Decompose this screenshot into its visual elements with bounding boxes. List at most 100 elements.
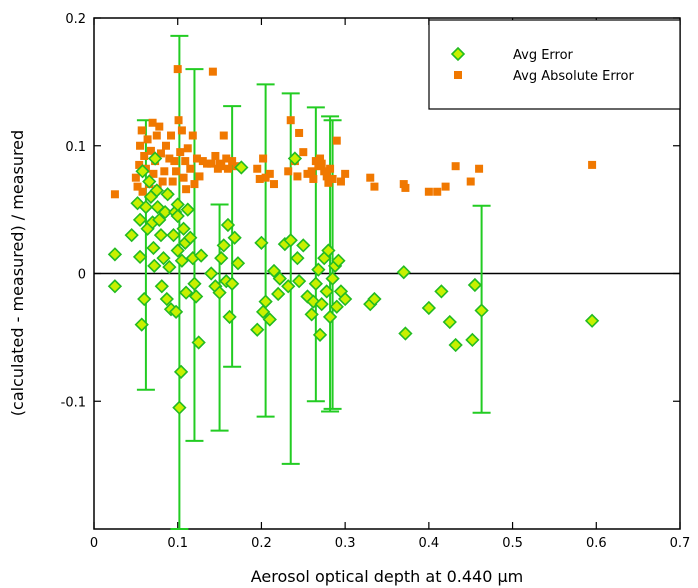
avg-absolute-error-point — [223, 164, 232, 173]
avg-error-point — [134, 317, 149, 332]
avg-absolute-error-point — [332, 136, 341, 145]
avg-absolute-error-point — [168, 177, 177, 186]
avg-error-point — [132, 249, 148, 265]
avg-absolute-error-point — [140, 151, 149, 160]
avg-absolute-error-point — [217, 162, 226, 171]
avg-error-point — [204, 266, 219, 281]
avg-error-point — [234, 160, 249, 175]
avg-absolute-error-point — [149, 169, 158, 178]
avg-error-point — [132, 212, 148, 227]
avg-error-point — [584, 313, 600, 328]
avg-error-point — [311, 262, 326, 277]
series-avg-error — [107, 151, 600, 415]
avg-error-point — [188, 289, 204, 304]
avg-absolute-error-point — [176, 148, 185, 157]
avg-error-point — [312, 327, 328, 342]
avg-absolute-error-point — [293, 172, 302, 181]
avg-absolute-error-point — [137, 126, 146, 135]
legend-marker-avg-error — [450, 46, 466, 62]
avg-absolute-error-point — [324, 178, 333, 187]
x-tick-label: 0.4 — [419, 536, 440, 551]
x-tick-label: 0.5 — [502, 536, 523, 551]
avg-error-point — [159, 291, 174, 307]
avg-absolute-error-point — [179, 173, 188, 182]
x-tick-label: 0.1 — [167, 536, 188, 551]
avg-absolute-error-point — [322, 172, 331, 181]
avg-absolute-error-point — [158, 177, 167, 186]
avg-error-point — [172, 400, 187, 415]
avg-error-point — [160, 187, 175, 202]
avg-absolute-error-point — [228, 157, 237, 166]
avg-absolute-error-point — [170, 157, 179, 166]
avg-absolute-error-point — [253, 164, 262, 173]
avg-absolute-error-point — [341, 169, 350, 178]
avg-absolute-error-point — [441, 182, 450, 191]
avg-error-point — [308, 276, 323, 291]
avg-error-point — [216, 238, 231, 253]
avg-error-point — [187, 276, 202, 291]
avg-absolute-error-point — [172, 167, 181, 176]
avg-absolute-error-point — [138, 187, 147, 196]
avg-error-point — [448, 337, 463, 353]
x-tick-label: 0.6 — [586, 536, 607, 551]
avg-absolute-error-point — [326, 164, 335, 173]
avg-absolute-error-point — [299, 148, 308, 157]
avg-absolute-error-point — [286, 116, 295, 125]
avg-absolute-error-point — [295, 128, 304, 137]
avg-absolute-error-point — [424, 187, 433, 196]
avg-absolute-error-point — [135, 160, 144, 169]
avg-absolute-error-point — [110, 190, 119, 199]
avg-error-point — [222, 309, 237, 325]
avg-error-point — [162, 259, 177, 275]
avg-absolute-error-point — [255, 174, 264, 183]
avg-error-point — [227, 230, 242, 245]
avg-absolute-error-point — [261, 173, 270, 182]
avg-error-point — [166, 228, 181, 243]
avg-absolute-error-point — [336, 177, 345, 186]
avg-error-point — [174, 253, 190, 268]
avg-absolute-error-point — [451, 162, 460, 171]
avg-absolute-error-point — [198, 157, 207, 166]
avg-error-point — [168, 304, 184, 319]
avg-error-point — [191, 335, 206, 350]
avg-absolute-error-point — [328, 174, 337, 183]
avg-error-point — [130, 196, 145, 211]
avg-error-point — [230, 256, 246, 271]
avg-error-point — [271, 286, 286, 302]
avg-error-point — [467, 277, 483, 293]
avg-error-point — [147, 151, 163, 166]
avg-error-point — [107, 279, 123, 294]
avg-error-point — [150, 199, 165, 215]
avg-absolute-error-point — [173, 65, 182, 74]
avg-error-point — [281, 279, 296, 294]
avg-absolute-error-point — [284, 167, 293, 176]
avg-absolute-error-point — [207, 159, 216, 168]
avg-absolute-error-point — [148, 118, 157, 127]
avg-error-point — [442, 314, 457, 330]
avg-absolute-error-point — [143, 135, 152, 144]
avg-absolute-error-point — [160, 167, 169, 176]
avg-error-point — [194, 248, 209, 263]
legend-marker-avg-absolute-error — [454, 71, 462, 79]
avg-error-point — [331, 253, 346, 268]
avg-error-point — [147, 258, 162, 273]
axis-tick-labels: 0 0.1 0.2 0.3 0.4 0.5 0.6 0.7 -0.1 0 0.1 0.2 — [61, 12, 691, 551]
avg-absolute-error-point — [174, 116, 183, 125]
avg-error-point — [124, 228, 139, 243]
avg-absolute-error-point — [192, 154, 201, 163]
avg-error-point — [283, 233, 298, 248]
avg-error-point — [212, 285, 227, 300]
avg-error-point — [170, 243, 185, 258]
avg-absolute-error-point — [136, 141, 145, 150]
legend: Avg Error Avg Absolute Error — [428, 19, 681, 110]
avg-error-point — [304, 307, 319, 322]
legend-label-avg-error: Avg Error — [513, 48, 574, 63]
y-tick-label: 0 — [78, 268, 86, 283]
avg-absolute-error-point — [309, 174, 318, 183]
avg-error-point — [178, 285, 194, 300]
avg-absolute-error-point — [167, 131, 176, 140]
avg-absolute-error-point — [146, 146, 155, 155]
avg-absolute-error-point — [152, 131, 161, 140]
avg-error-point — [262, 312, 277, 327]
avg-error-point — [266, 263, 282, 279]
